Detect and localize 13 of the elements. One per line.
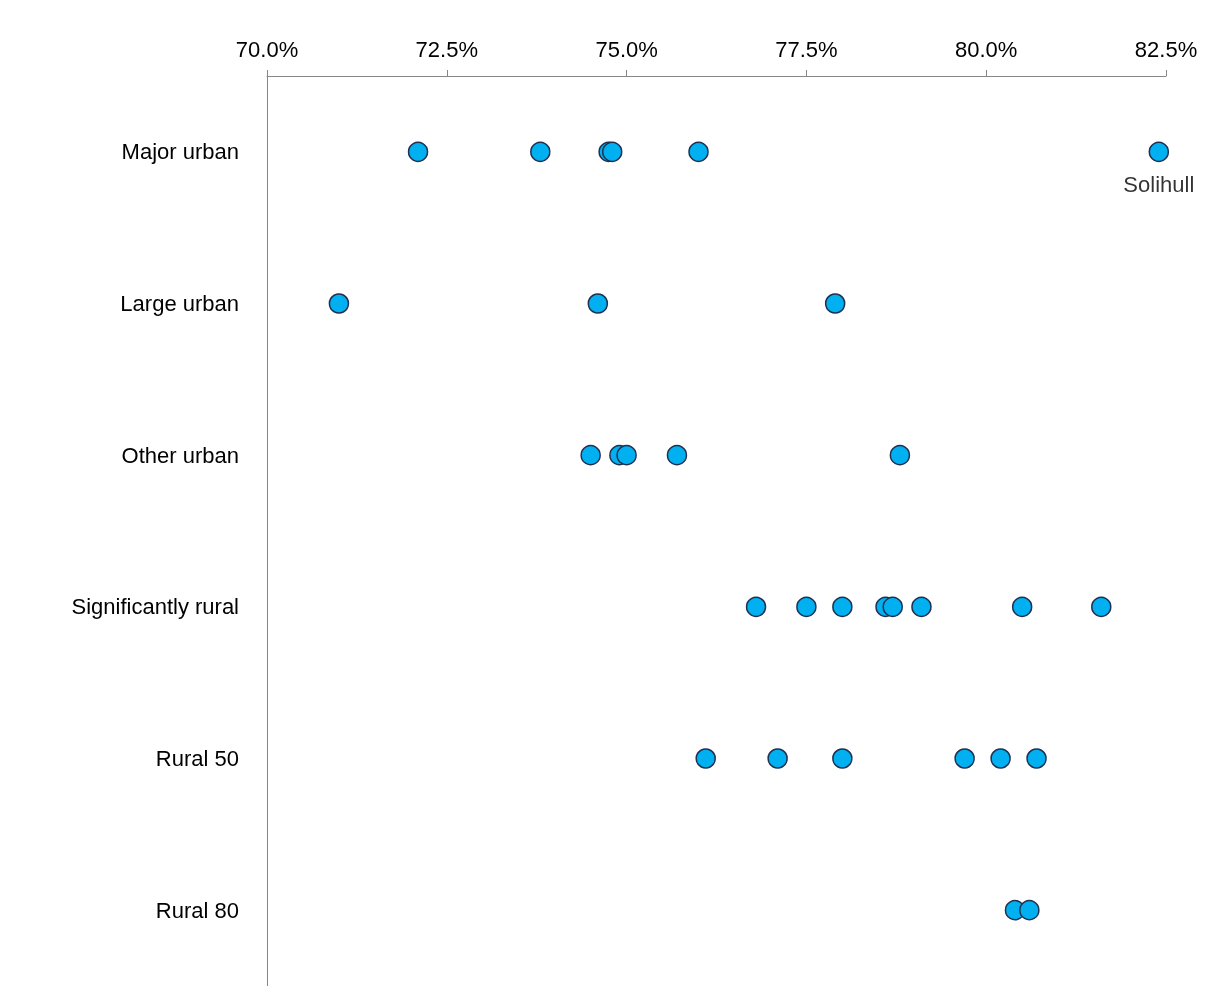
annotation: Solihull [1123,172,1195,198]
y-tick-label: Other urban [121,442,239,468]
x-tick-label: 82.5% [1134,36,1198,62]
y-tick-label: Rural 50 [155,746,239,771]
x-tick-label: 70.0% [235,36,299,62]
x-tick-label: 77.5% [775,36,838,62]
x-tick-label: 80.0% [955,36,1018,62]
y-tick-label: Large urban [120,291,239,316]
x-tick-label: 72.5% [415,36,478,62]
y-tick-label: Major urban [121,139,239,165]
y-tick-label: Rural 80 [155,897,239,923]
x-tick-label: 75.0% [595,36,658,62]
y-tick-label: Significantly rural [71,594,239,620]
